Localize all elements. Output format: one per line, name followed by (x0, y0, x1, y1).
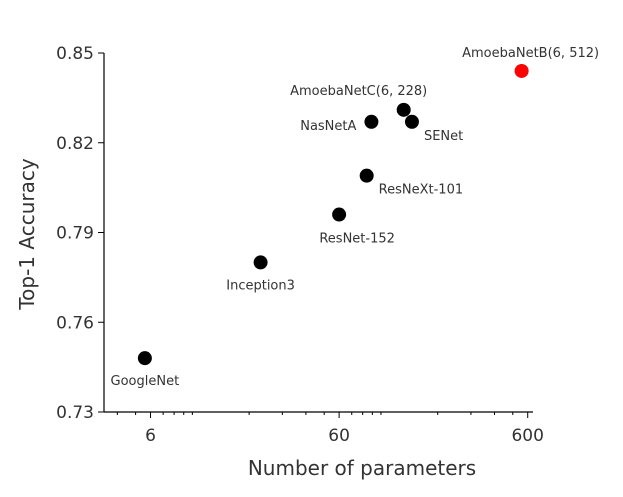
x-tick-label: 6 (145, 426, 156, 446)
y-tick-label: 0.82 (56, 134, 94, 154)
data-point (253, 255, 268, 270)
x-tick-label: 600 (511, 426, 543, 446)
x-tick-label: 60 (328, 426, 350, 446)
data-point (359, 168, 374, 183)
data-point-label: GoogleNet (111, 374, 180, 389)
data-point (514, 63, 529, 78)
data-point-label: AmoebaNetC(6, 228) (290, 84, 427, 99)
y-tick-label: 0.76 (56, 313, 94, 333)
data-point-label: AmoebaNetB(6, 512) (462, 46, 599, 61)
x-axis-label: Number of parameters (248, 456, 476, 480)
y-ticks: 0.73 0.76 0.79 0.82 0.85 (56, 44, 104, 423)
data-point-label: NasNetA (300, 119, 356, 134)
x-ticks: 6 60 600 (116, 412, 544, 446)
y-tick-label: 0.85 (56, 44, 94, 64)
data-point-label: SENet (424, 129, 463, 144)
data-point-label: ResNeXt-101 (379, 183, 463, 198)
data-point (137, 351, 152, 366)
data-point (404, 114, 419, 129)
y-tick-label: 0.79 (56, 224, 94, 244)
data-point-label: ResNet-152 (319, 232, 395, 247)
data-point (332, 207, 347, 222)
data-point-label: Inception3 (226, 278, 295, 293)
data-point (396, 102, 411, 117)
data-points: GoogleNet Inception3 ResNet-152 ResNeXt-101… (111, 46, 600, 389)
data-point (364, 114, 379, 129)
y-tick-label: 0.73 (56, 403, 94, 423)
y-axis-label: Top-1 Accuracy (15, 158, 39, 311)
